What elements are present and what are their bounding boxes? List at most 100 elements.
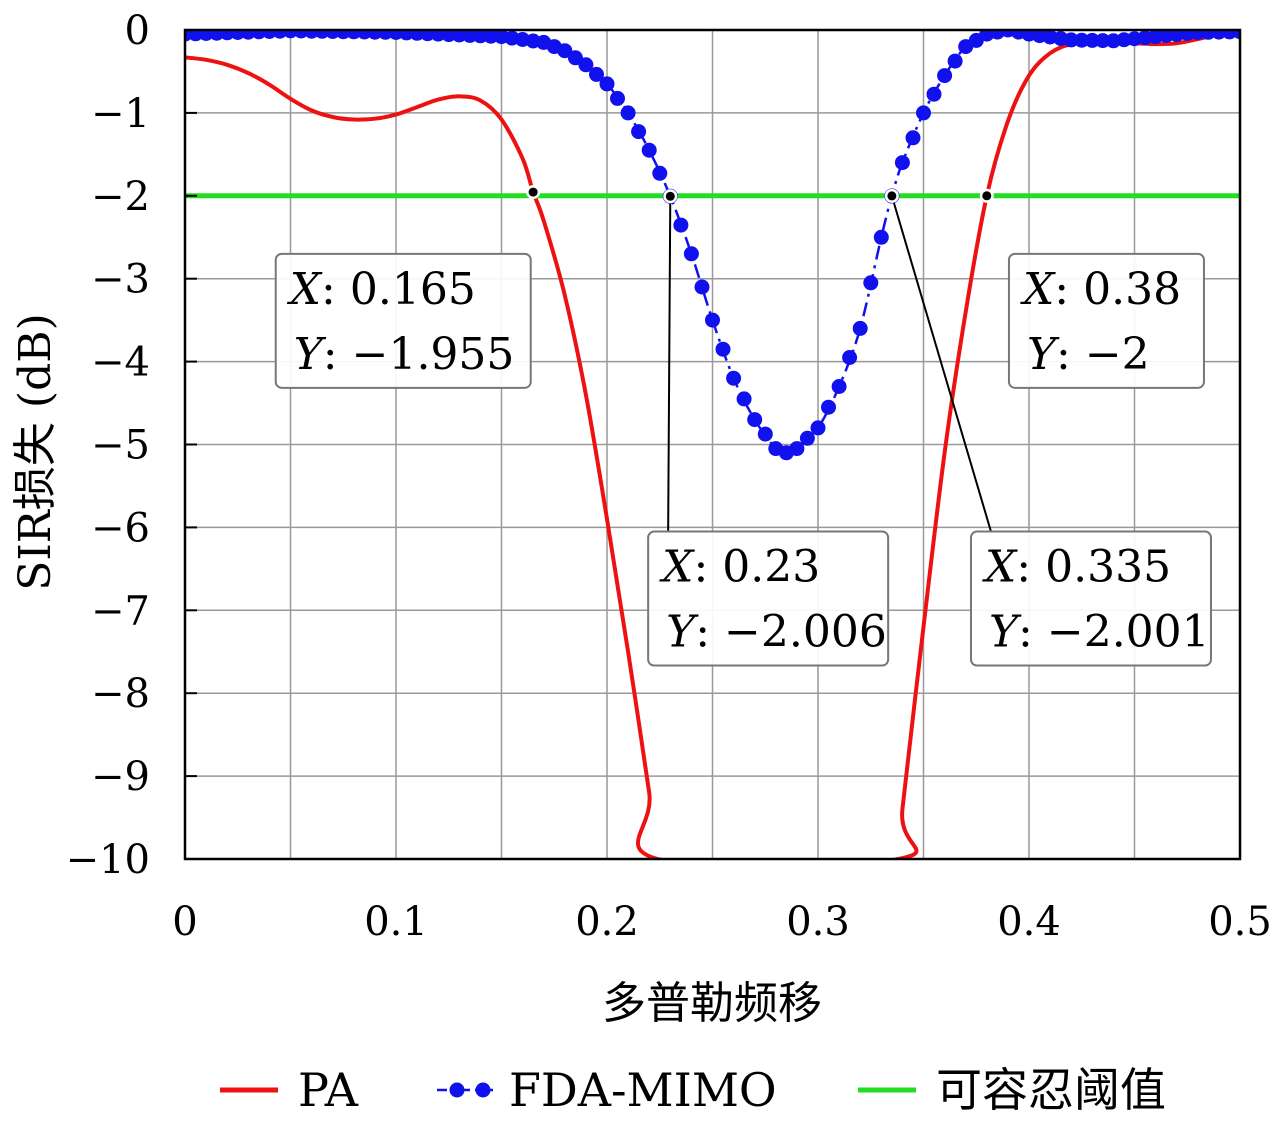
fda-mimo-marker xyxy=(483,30,499,44)
datatip-0: X: 0.165 Y: −1.955 xyxy=(274,185,541,389)
y-tick-label: −9 xyxy=(91,754,150,800)
fda-mimo-marker xyxy=(937,68,953,84)
fda-mimo-marker xyxy=(1084,32,1100,48)
legend-marker xyxy=(449,1082,465,1098)
datatip-x-value: 0.23 xyxy=(722,542,820,593)
legend: PA FDA-MIMO 可容忍阈值 xyxy=(220,1063,1166,1117)
datatip-y-text: Y: −2 xyxy=(1027,329,1150,380)
datatip-y-value: −2.001 xyxy=(1047,607,1210,658)
fda-mimo-marker xyxy=(916,105,931,121)
fda-mimo-marker xyxy=(726,370,742,386)
datatip-leader xyxy=(667,196,672,532)
y-tick-label: −2 xyxy=(91,174,150,220)
datatip-x-value: 0.38 xyxy=(1083,264,1181,315)
axis-ticks: 0 0.1 0.2 0.3 0.4 0.5 0 −1 −2 −3 −4 −5 −6 −7 −8 −9 −10 xyxy=(66,8,1272,945)
fda-mimo-marker xyxy=(842,350,858,365)
datatip-2: X: 0.335 Y: −2.001 xyxy=(884,188,1212,667)
fda-mimo-marker xyxy=(894,155,910,171)
fda-mimo-marker xyxy=(789,441,805,457)
y-tick-label: −4 xyxy=(91,340,150,386)
fda-mimo-marker xyxy=(705,312,720,328)
datatip-x-key: X xyxy=(1020,264,1056,315)
x-axis-title: 多普勒频移 xyxy=(602,978,822,1029)
datatip-box xyxy=(647,530,890,667)
fda-mimo-marker xyxy=(589,66,604,82)
datatip-x-key: X xyxy=(287,264,323,315)
fda-mimo-marker xyxy=(905,130,921,146)
datatip-x-sep: : xyxy=(693,542,722,593)
datatip-y-text: Y: −1.955 xyxy=(294,329,515,380)
datatip-y-text: Y: −2.001 xyxy=(989,607,1210,658)
y-tick-label: −7 xyxy=(91,588,150,634)
y-tick-label: −1 xyxy=(91,91,150,137)
datatip-box xyxy=(969,530,1212,667)
datatip-3: X: 0.38 Y: −2 xyxy=(979,188,1205,389)
legend-label: PA xyxy=(298,1063,359,1117)
fda-mimo-marker xyxy=(694,279,710,295)
datatip-y-sep: : xyxy=(1018,607,1047,658)
fda-mimo-marker xyxy=(599,76,615,92)
fda-mimo-marker xyxy=(821,399,836,415)
datatip-point xyxy=(665,191,675,201)
x-tick-label: 0.1 xyxy=(364,899,428,945)
datatip-y-text: Y: −2.006 xyxy=(666,607,887,658)
datatip-leader xyxy=(890,195,992,532)
fda-mimo-marker xyxy=(641,142,657,158)
datatip-x-sep: : xyxy=(1054,264,1083,315)
datatip-y-key: Y xyxy=(666,607,699,658)
fda-mimo-marker xyxy=(863,275,879,291)
y-tick-label: −5 xyxy=(91,423,150,469)
y-tick-label: −3 xyxy=(91,257,150,303)
datatip-x-text: X: 0.23 xyxy=(659,542,820,593)
datatip-x-sep: : xyxy=(321,264,350,315)
legend-item-threshold: 可容忍阈值 xyxy=(858,1063,1166,1117)
fda-mimo-marker xyxy=(557,43,573,59)
legend-item-pa: PA xyxy=(220,1063,359,1117)
datatip-y-sep: : xyxy=(1056,329,1085,380)
datatip-box xyxy=(274,252,532,389)
datatip-point xyxy=(887,191,897,201)
fda-mimo-marker xyxy=(873,229,889,245)
datatip-1: X: 0.23 Y: −2.006 xyxy=(647,189,890,667)
x-tick-label: 0.4 xyxy=(997,899,1061,945)
datatip-y-value: −2.006 xyxy=(724,607,887,658)
fda-mimo-marker xyxy=(652,165,668,181)
datatip-y-key: Y xyxy=(989,607,1022,658)
fda-mimo-marker xyxy=(578,57,594,73)
fda-mimo-marker xyxy=(926,86,942,102)
fda-mimo-marker xyxy=(736,391,752,407)
datatip-point xyxy=(528,187,538,197)
y-tick-label: −10 xyxy=(66,837,150,883)
fda-mimo-marker xyxy=(1063,32,1079,48)
datatip-y-sep: : xyxy=(323,329,352,380)
grid xyxy=(185,30,1240,859)
datatip-x-text: X: 0.335 xyxy=(982,542,1171,593)
datatip-y-value: −1.955 xyxy=(352,329,515,380)
fda-mimo-marker xyxy=(852,320,868,336)
legend-label: FDA-MIMO xyxy=(509,1063,777,1117)
fda-mimo-marker xyxy=(673,217,689,233)
fda-mimo-marker xyxy=(715,341,731,357)
datatip-x-text: X: 0.165 xyxy=(287,264,476,315)
datatip-box xyxy=(1007,252,1205,389)
fda-mimo-marker xyxy=(631,124,647,140)
datatip-x-value: 0.335 xyxy=(1045,542,1171,593)
x-tick-label: 0.3 xyxy=(786,899,850,945)
fda-mimo-marker xyxy=(757,426,773,442)
datatip-y-key: Y xyxy=(294,329,327,380)
fda-mimo-marker xyxy=(610,90,625,106)
x-tick-label: 0 xyxy=(172,899,197,945)
fda-mimo-marker xyxy=(683,246,699,262)
series-layer xyxy=(185,30,1240,859)
datatip-x-sep: : xyxy=(1016,542,1045,593)
legend-label: 可容忍阈值 xyxy=(936,1063,1166,1117)
y-tick-label: 0 xyxy=(125,8,150,54)
datatip-x-value: 0.165 xyxy=(350,264,476,315)
legend-marker xyxy=(475,1082,491,1098)
datatip-y-sep: : xyxy=(695,607,724,658)
datatip-x-key: X xyxy=(982,542,1018,593)
fda-mimo-marker xyxy=(1074,32,1090,48)
x-tick-label: 0.5 xyxy=(1208,899,1272,945)
